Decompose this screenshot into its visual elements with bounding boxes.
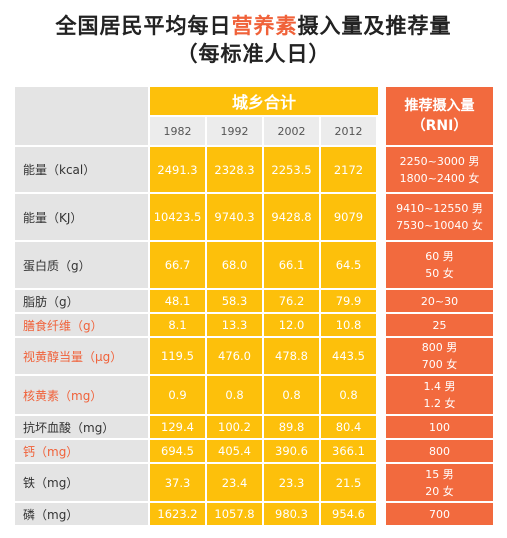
rni-line: 100 — [429, 420, 450, 434]
value-cell: 980.3 — [264, 503, 319, 525]
value-cell: 2491.3 — [150, 147, 205, 192]
header-year: 1982 — [150, 117, 205, 145]
rni-line: 9410~12550 男 — [396, 202, 483, 215]
value-cell: 79.9 — [321, 290, 376, 312]
header-blank — [15, 87, 148, 145]
rni-line: 1.2 女 — [423, 397, 456, 410]
value-cell: 66.7 — [150, 242, 205, 288]
rni-cell: 9410~12550 男 7530~10040 女 — [386, 194, 493, 240]
rni-line: 60 男 — [425, 250, 454, 263]
value-cell: 8.1 — [150, 314, 205, 336]
row-label: 脂肪（g） — [15, 290, 148, 312]
value-cell: 119.5 — [150, 338, 205, 374]
value-cell: 694.5 — [150, 440, 205, 462]
header-rni-line2: （RNI） — [411, 118, 468, 134]
value-cell: 23.4 — [207, 464, 262, 501]
value-cell: 48.1 — [150, 290, 205, 312]
value-cell: 80.4 — [321, 416, 376, 438]
row-label: 核黄素（mg） — [15, 376, 148, 414]
row-label: 钙（mg） — [15, 440, 148, 462]
value-cell: 1623.2 — [150, 503, 205, 525]
title-part2: 摄入量及推荐量 — [297, 14, 452, 38]
value-cell: 1057.8 — [207, 503, 262, 525]
row-label: 磷（mg） — [15, 503, 148, 525]
title-part1: 全国居民平均每日 — [55, 14, 232, 38]
value-cell: 0.9 — [150, 376, 205, 414]
header-year: 2012 — [321, 117, 376, 145]
page-title: 全国居民平均每日营养素摄入量及推荐量 — [0, 10, 507, 40]
value-cell: 64.5 — [321, 242, 376, 288]
value-cell: 390.6 — [264, 440, 319, 462]
value-cell: 0.8 — [321, 376, 376, 414]
rni-line: 7530~10040 女 — [396, 219, 483, 232]
header-group-label: 城乡合计 — [150, 87, 378, 115]
rni-line: 25 — [432, 318, 447, 332]
value-cell: 366.1 — [321, 440, 376, 462]
row-label: 视黄醇当量（μg） — [15, 338, 148, 374]
value-cell: 2328.3 — [207, 147, 262, 192]
rni-line: 1800~2400 女 — [399, 171, 480, 185]
rni-cell: 100 — [386, 416, 493, 438]
header-rni: 推荐摄入量 （RNI） — [386, 87, 493, 145]
rni-line: 1.4 男 — [423, 380, 456, 393]
value-cell: 76.2 — [264, 290, 319, 312]
header-year: 2002 — [264, 117, 319, 145]
value-cell: 68.0 — [207, 242, 262, 288]
value-cell: 37.3 — [150, 464, 205, 501]
value-cell: 476.0 — [207, 338, 262, 374]
row-label: 能量（KJ） — [15, 194, 148, 240]
value-cell: 23.3 — [264, 464, 319, 501]
header-rni-line1: 推荐摄入量 — [404, 98, 475, 114]
row-label: 能量（kcal） — [15, 147, 148, 192]
value-cell: 443.5 — [321, 338, 376, 374]
rni-cell: 25 — [386, 314, 493, 336]
value-cell: 2253.5 — [264, 147, 319, 192]
value-cell: 405.4 — [207, 440, 262, 462]
value-cell: 100.2 — [207, 416, 262, 438]
page-subtitle: （每标准人日） — [176, 42, 331, 66]
value-cell: 478.8 — [264, 338, 319, 374]
rni-line: 700 女 — [421, 358, 458, 371]
row-label: 抗坏血酸（mg） — [15, 416, 148, 438]
value-cell: 12.0 — [264, 314, 319, 336]
value-cell: 954.6 — [321, 503, 376, 525]
value-cell: 2172 — [321, 147, 376, 192]
row-label: 铁（mg） — [15, 464, 148, 501]
rni-line: 800 — [429, 444, 450, 458]
value-cell: 0.8 — [207, 376, 262, 414]
value-cell: 21.5 — [321, 464, 376, 501]
row-label: 蛋白质（g） — [15, 242, 148, 288]
rni-line: 700 — [429, 507, 450, 521]
value-cell: 10423.5 — [150, 194, 205, 240]
rni-line: 15 男 — [425, 467, 454, 481]
value-cell: 9079 — [321, 194, 376, 240]
value-cell: 10.8 — [321, 314, 376, 336]
rni-line: 50 女 — [425, 267, 454, 280]
rni-cell: 60 男 50 女 — [386, 242, 493, 288]
value-cell: 9740.3 — [207, 194, 262, 240]
rni-line: 2250~3000 男 — [399, 154, 480, 168]
rni-cell: 2250~3000 男 1800~2400 女 — [386, 147, 493, 192]
value-cell: 89.8 — [264, 416, 319, 438]
rni-cell: 1.4 男 1.2 女 — [386, 376, 493, 414]
row-label: 膳食纤维（g） — [15, 314, 148, 336]
rni-cell: 800 — [386, 440, 493, 462]
rni-line: 20 女 — [425, 484, 454, 498]
rni-cell: 20~30 — [386, 290, 493, 312]
rni-cell: 15 男 20 女 — [386, 464, 493, 501]
rni-line: 800 男 — [421, 341, 458, 354]
rni-line: 20~30 — [420, 294, 459, 308]
value-cell: 58.3 — [207, 290, 262, 312]
value-cell: 9428.8 — [264, 194, 319, 240]
value-cell: 129.4 — [150, 416, 205, 438]
value-cell: 13.3 — [207, 314, 262, 336]
header-year: 1992 — [207, 117, 262, 145]
rni-cell: 800 男 700 女 — [386, 338, 493, 374]
title-highlight: 营养素 — [231, 14, 298, 38]
rni-cell: 700 — [386, 503, 493, 525]
value-cell: 0.8 — [264, 376, 319, 414]
value-cell: 66.1 — [264, 242, 319, 288]
